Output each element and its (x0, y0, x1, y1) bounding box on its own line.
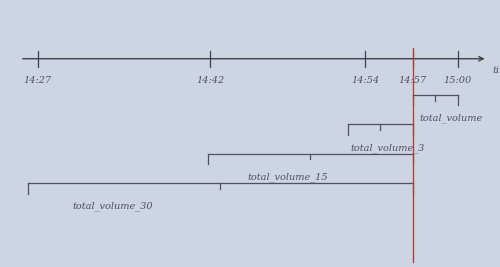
Text: 14:54: 14:54 (351, 76, 379, 85)
Text: total_volume_3: total_volume_3 (350, 143, 424, 152)
Text: 14:27: 14:27 (24, 76, 52, 85)
Text: total_volume_15: total_volume_15 (248, 172, 328, 182)
Text: time: time (492, 66, 500, 75)
Text: 14:42: 14:42 (196, 76, 224, 85)
Text: total_volume: total_volume (419, 113, 482, 123)
Text: 14:57: 14:57 (398, 76, 426, 85)
Text: total_volume_30: total_volume_30 (72, 202, 153, 211)
Text: 15:00: 15:00 (444, 76, 471, 85)
